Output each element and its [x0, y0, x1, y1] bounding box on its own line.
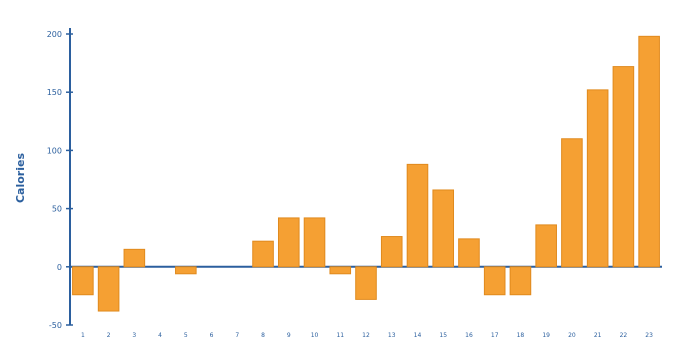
bar [483, 266, 506, 296]
x-tick-label: 19 [542, 332, 550, 339]
bar [638, 35, 660, 268]
x-tick-label: 9 [287, 332, 291, 339]
bar [97, 266, 120, 312]
bar [535, 224, 557, 268]
x-tick-label: 5 [184, 332, 188, 339]
x-tick-label: 12 [362, 332, 370, 339]
bar [123, 248, 146, 268]
x-tick-label: 18 [517, 332, 525, 339]
y-ticks: -50 0 50 100 150 200 [47, 30, 73, 330]
x-tick-label: 23 [645, 332, 653, 339]
bar [509, 266, 532, 296]
bar [252, 240, 274, 268]
x-tick-label: 17 [491, 332, 499, 339]
x-tick-label: 10 [311, 332, 319, 339]
y-tick-label: 150 [47, 88, 62, 97]
bar [612, 66, 635, 268]
bar [458, 238, 480, 268]
x-tick-label: 15 [439, 332, 447, 339]
x-tick-label: 3 [132, 332, 136, 339]
x-tick-label: 6 [210, 332, 214, 339]
bar [175, 266, 197, 275]
y-axis-title: Calories [14, 153, 27, 203]
x-tick-label: 21 [594, 332, 602, 339]
x-tick-label: 13 [388, 332, 396, 339]
x-tick-label: 4 [158, 332, 162, 339]
x-tick-label: 7 [235, 332, 239, 339]
y-tick-label: 200 [47, 30, 62, 39]
x-tick-label: 11 [336, 332, 344, 339]
bar [380, 236, 403, 268]
bar [406, 163, 429, 268]
y-tick-label: 100 [47, 146, 62, 155]
bar [72, 266, 94, 296]
bar [277, 217, 300, 268]
y-tick-label: -50 [49, 321, 62, 330]
x-tick-label: 1 [81, 332, 85, 339]
bar [303, 217, 326, 268]
x-tick-label: 14 [414, 332, 422, 339]
bar [586, 89, 609, 268]
x-tick-label: 22 [620, 332, 628, 339]
x-tick-label: 2 [107, 332, 111, 339]
y-tick-label: 0 [57, 263, 62, 272]
x-tick-label: 20 [568, 332, 576, 339]
x-ticks: 1 2 3 4 5 6 7 8 9 10 11 12 13 14 15 16 17 18 19 20 21 22 23 [81, 332, 653, 339]
x-tick-label: 8 [261, 332, 265, 339]
bar [432, 189, 455, 268]
y-tick-label: 50 [52, 205, 62, 214]
x-tick-label: 16 [465, 332, 473, 339]
bars [72, 35, 660, 312]
bar [329, 266, 352, 275]
bar [355, 266, 377, 300]
bar [561, 138, 583, 268]
